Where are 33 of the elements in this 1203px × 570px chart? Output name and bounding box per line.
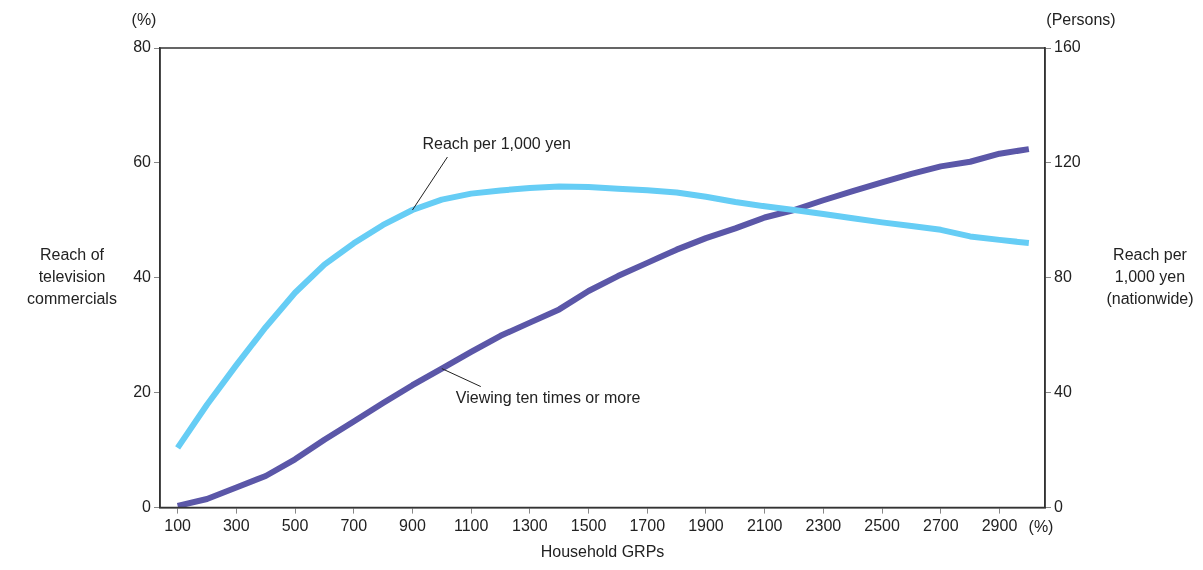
x-tick-label: 500 — [281, 516, 309, 534]
y2-tick-label: 120 — [1054, 153, 1081, 171]
x-tick-label: 2100 — [746, 516, 783, 534]
y2-tick-label: 0 — [1054, 498, 1063, 516]
text: (%) — [131, 11, 157, 29]
x-tick-label: 100 — [164, 516, 192, 534]
text: (Persons) — [1046, 11, 1116, 29]
y2-axis-title: Reach per 1,000 yen (nationwide) — [1106, 246, 1194, 308]
y2-tick-label: 40 — [1054, 383, 1072, 401]
x-tick-label: 900 — [399, 516, 426, 534]
x-tick-label: 1900 — [688, 516, 724, 534]
x-tick-label: 1300 — [512, 516, 548, 534]
y2-tick-label: 80 — [1054, 268, 1072, 286]
y-axis-title: Reach of television commercials — [27, 246, 117, 308]
x-tick-label: 2700 — [923, 516, 959, 534]
series-label: Viewing ten times or more — [455, 388, 641, 406]
x-axis-title: Household GRPs — [540, 542, 665, 560]
text: (%) — [1028, 518, 1054, 536]
x-tick-label: 1100 — [453, 516, 489, 534]
text: Reach per 1,000 yen — [422, 135, 571, 153]
y2-tick-label: 160 — [1054, 38, 1081, 56]
y-tick-label: 80 — [133, 38, 152, 56]
x-tick-label: 2900 — [981, 516, 1018, 534]
y-tick-label: 40 — [133, 268, 152, 286]
x-tick-label: 2300 — [805, 516, 842, 534]
y-tick-label: 60 — [133, 153, 152, 171]
x-tick-label: 700 — [340, 516, 368, 534]
x-tick-label: 1700 — [629, 516, 666, 534]
x-tick-label: 300 — [222, 516, 250, 534]
x-tick-label: 1500 — [570, 516, 607, 534]
y-tick-label: 20 — [133, 383, 152, 401]
y-tick-label: 0 — [142, 498, 152, 516]
x-tick-label: 2500 — [864, 516, 900, 534]
